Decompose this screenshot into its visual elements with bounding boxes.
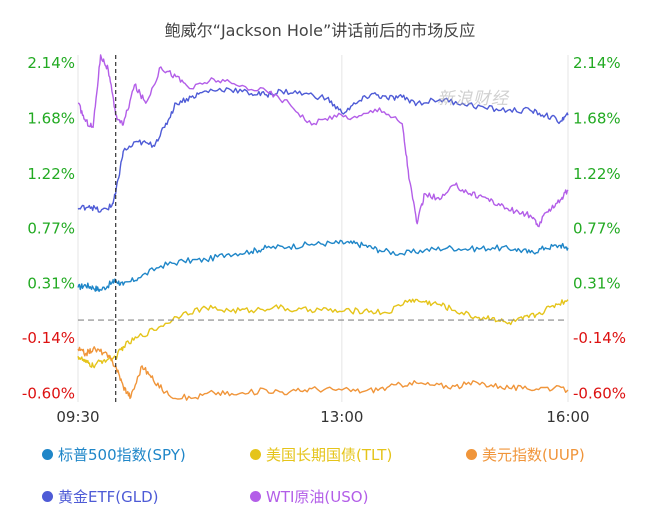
legend-item-uso[interactable]: WTI原油(USO) bbox=[250, 486, 368, 507]
series-line-tlt bbox=[77, 298, 569, 369]
y-tick-label-right: 0.77% bbox=[573, 219, 621, 237]
x-axis: 09:30 13:00 16:00 bbox=[56, 408, 589, 426]
legend-dot-uso bbox=[250, 491, 261, 502]
y-tick-label-right: -0.60% bbox=[573, 384, 626, 402]
legend-label-tlt: 美国长期国债(TLT) bbox=[266, 446, 393, 464]
legend-label-uup: 美元指数(UUP) bbox=[482, 446, 585, 464]
y-tick-label-right: -0.14% bbox=[573, 329, 626, 347]
y-tick-label-left: -0.60% bbox=[22, 384, 75, 402]
series-line-uup bbox=[77, 346, 569, 401]
y-tick-label-left: 1.68% bbox=[27, 110, 75, 128]
y-tick-label-right: 1.68% bbox=[573, 110, 621, 128]
series-line-spy bbox=[77, 239, 569, 293]
legend-dot-gld bbox=[42, 491, 53, 502]
y-tick-label-left: 0.31% bbox=[27, 275, 75, 293]
legend-dot-uup bbox=[466, 449, 477, 460]
y-tick-label-left: -0.14% bbox=[22, 329, 75, 347]
legend: 标普500指数(SPY) 美国长期国债(TLT) 美元指数(UUP) 黄金ETF… bbox=[0, 436, 655, 522]
y-tick-label-left: 1.22% bbox=[27, 165, 75, 183]
legend-item-tlt[interactable]: 美国长期国债(TLT) bbox=[250, 444, 392, 465]
x-tick-label: 09:30 bbox=[56, 408, 99, 426]
y-axis-left: 2.14% 1.68% 1.22% 0.77% 0.31% -0.14% -0.60% bbox=[22, 54, 75, 402]
y-tick-label-right: 0.31% bbox=[573, 275, 621, 293]
legend-label-gld: 黄金ETF(GLD) bbox=[58, 488, 159, 506]
x-tick-label: 16:00 bbox=[546, 408, 589, 426]
y-tick-label-right: 1.22% bbox=[573, 165, 621, 183]
legend-item-uup[interactable]: 美元指数(UUP) bbox=[466, 444, 585, 465]
legend-item-gld[interactable]: 黄金ETF(GLD) bbox=[42, 486, 159, 507]
y-tick-label-left: 0.77% bbox=[27, 219, 75, 237]
y-tick-label-left: 2.14% bbox=[27, 54, 75, 72]
legend-label-spy: 标普500指数(SPY) bbox=[58, 446, 186, 464]
series-line-uso bbox=[77, 54, 569, 228]
y-axis-right: 2.14% 1.68% 1.22% 0.77% 0.31% -0.14% -0.60% bbox=[573, 54, 626, 402]
chart-title: 鲍威尔“Jackson Hole”讲话前后的市场反应 bbox=[165, 21, 476, 40]
series-lines bbox=[77, 54, 569, 401]
legend-dot-spy bbox=[42, 449, 53, 460]
series-line-gld bbox=[77, 87, 569, 213]
legend-item-spy[interactable]: 标普500指数(SPY) bbox=[42, 444, 186, 465]
watermark: 新浪财经 bbox=[437, 89, 509, 109]
reference-lines bbox=[78, 55, 566, 402]
legend-dot-tlt bbox=[250, 449, 261, 460]
chart-canvas: 鲍威尔“Jackson Hole”讲话前后的市场反应 2.14% 1.68% 1.2… bbox=[22, 21, 626, 426]
legend-label-uso: WTI原油(USO) bbox=[266, 488, 369, 506]
x-tick-label: 13:00 bbox=[320, 408, 363, 426]
y-tick-label-right: 2.14% bbox=[573, 54, 621, 72]
